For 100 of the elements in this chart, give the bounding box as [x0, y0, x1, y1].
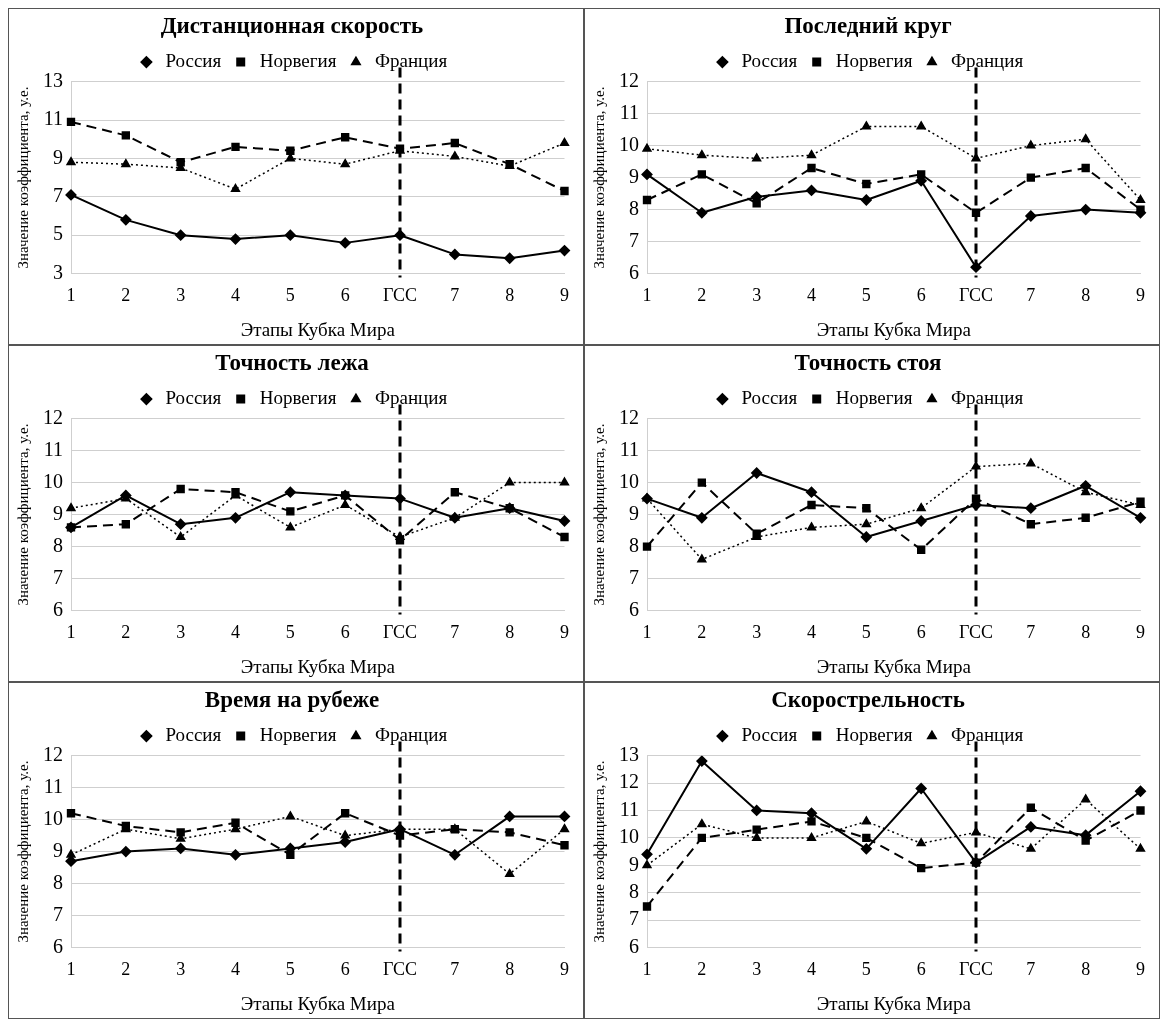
x-tick-label: 5 [285, 622, 295, 643]
y-tick-label: 6 [53, 934, 63, 957]
x-tick-label: 1 [642, 285, 652, 306]
legend-label: Россия [741, 724, 798, 746]
x-tick-label: 2 [697, 622, 707, 643]
y-tick-label: 7 [53, 184, 63, 207]
x-tick-label: 9 [560, 959, 569, 980]
legend-label: Норвегия [835, 387, 913, 409]
legend-label: Франция [950, 724, 1024, 746]
x-tick-label: 8 [505, 622, 515, 643]
x-tick-label: 7 [450, 285, 460, 306]
y-tick-label: 8 [629, 196, 639, 219]
legend-label: Франция [374, 50, 448, 72]
y-tick-label: 3 [53, 260, 63, 283]
y-tick-label: 8 [53, 533, 63, 556]
y-tick-label: 12 [43, 742, 63, 765]
x-tick-label: ГСС [958, 622, 994, 643]
y-tick-label: 9 [53, 501, 63, 524]
y-axis-title: Значение коэффициента, у.е. [14, 423, 31, 606]
x-tick-label: 7 [1026, 285, 1036, 306]
legend-label: Россия [165, 724, 222, 746]
x-tick-label: 8 [1081, 622, 1091, 643]
x-tick-label: 6 [340, 959, 350, 980]
y-tick-label: 11 [619, 797, 639, 820]
x-tick-label: 3 [752, 285, 762, 306]
x-tick-label: 1 [642, 622, 652, 643]
x-tick-label: 7 [1026, 622, 1036, 643]
legend-label: Россия [741, 387, 798, 409]
x-tick-label: 6 [916, 622, 926, 643]
y-tick-label: 7 [629, 907, 639, 930]
x-tick-label: ГСС [958, 285, 994, 306]
chart-title: Точность стоя [794, 349, 942, 375]
x-axis-title: Этапы Кубка Мира [816, 655, 972, 677]
y-tick-label: 12 [619, 405, 639, 428]
y-tick-label: 8 [629, 533, 639, 556]
x-tick-label: 4 [231, 622, 240, 643]
y-tick-label: 13 [619, 742, 639, 765]
chart-title: Скорострельность [771, 686, 965, 712]
y-tick-label: 7 [629, 565, 639, 588]
x-tick-label: 5 [861, 622, 871, 643]
legend-label: Норвегия [259, 724, 337, 746]
y-tick-label: 7 [53, 565, 63, 588]
x-tick-label: 3 [176, 285, 186, 306]
y-tick-label: 8 [53, 870, 63, 893]
y-tick-label: 9 [629, 852, 639, 875]
y-tick-label: 12 [619, 770, 639, 793]
x-tick-label: 9 [1136, 622, 1145, 643]
y-tick-label: 5 [53, 222, 63, 245]
chart-title: Дистанционная скорость [160, 12, 424, 38]
y-tick-label: 11 [43, 107, 63, 130]
x-tick-label: 5 [285, 959, 295, 980]
x-tick-label: 2 [121, 959, 131, 980]
legend-label: Норвегия [259, 387, 337, 409]
y-tick-label: 9 [629, 164, 639, 187]
x-axis-title: Этапы Кубка Мира [816, 318, 972, 340]
y-tick-label: 8 [629, 879, 639, 902]
x-tick-label: 7 [450, 622, 460, 643]
y-tick-label: 13 [43, 68, 63, 91]
legend-label: Норвегия [835, 724, 913, 746]
x-tick-label: 2 [121, 622, 131, 643]
chart-title: Последний круг [784, 12, 952, 38]
x-tick-label: ГСС [382, 959, 418, 980]
y-tick-label: 11 [43, 774, 63, 797]
x-tick-label: 1 [66, 285, 76, 306]
x-tick-label: 4 [231, 285, 240, 306]
x-tick-label: 5 [861, 959, 871, 980]
x-tick-label: 9 [560, 285, 569, 306]
x-tick-label: 2 [697, 285, 707, 306]
legend-label: Франция [374, 387, 448, 409]
chart-title: Время на рубеже [204, 686, 380, 712]
y-tick-label: 10 [619, 825, 639, 848]
y-tick-label: 11 [43, 437, 63, 460]
x-tick-label: 1 [66, 959, 76, 980]
legend-label: Франция [950, 50, 1024, 72]
y-tick-label: 7 [629, 228, 639, 251]
legend-label: Норвегия [835, 50, 913, 72]
y-tick-label: 6 [629, 597, 639, 620]
y-axis-title: Значение коэффициента, у.е. [14, 760, 31, 943]
legend-label: Россия [165, 50, 222, 72]
x-tick-label: ГСС [382, 285, 418, 306]
y-axis-title: Значение коэффициента, у.е. [590, 86, 607, 269]
x-tick-label: 3 [752, 959, 762, 980]
y-axis-title: Значение коэффициента, у.е. [590, 760, 607, 943]
x-axis-title: Этапы Кубка Мира [240, 992, 396, 1014]
x-tick-label: 6 [340, 622, 350, 643]
y-tick-label: 12 [619, 68, 639, 91]
x-tick-label: 2 [697, 959, 707, 980]
legend-label: Норвегия [259, 50, 337, 72]
y-tick-label: 10 [619, 469, 639, 492]
y-tick-label: 9 [53, 145, 63, 168]
x-tick-label: 8 [1081, 285, 1091, 306]
x-tick-label: 6 [916, 959, 926, 980]
x-tick-label: 7 [450, 959, 460, 980]
y-tick-label: 9 [53, 838, 63, 861]
x-tick-label: 7 [1026, 959, 1036, 980]
y-tick-label: 10 [619, 132, 639, 155]
y-tick-label: 10 [43, 806, 63, 829]
y-axis-title: Значение коэффициента, у.е. [590, 423, 607, 606]
x-tick-label: 6 [340, 285, 350, 306]
y-tick-label: 9 [629, 501, 639, 524]
